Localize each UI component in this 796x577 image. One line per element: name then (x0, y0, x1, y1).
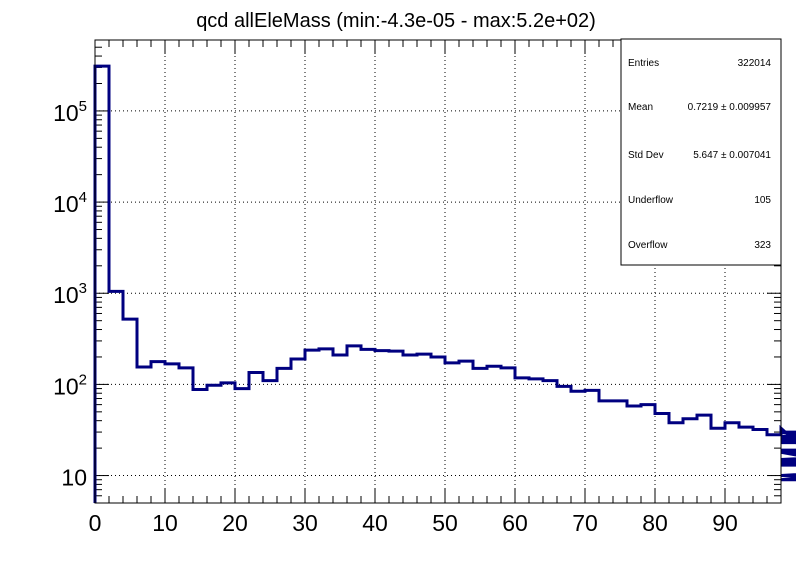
stats-value: 5.647 ± 0.007041 (693, 150, 771, 161)
stats-box-frame (620, 38, 782, 266)
stats-label: Underflow (628, 195, 674, 206)
y-tick-label: 10 (61, 465, 87, 491)
x-tick-label: 50 (432, 510, 458, 536)
stats-value: 105 (754, 195, 771, 206)
y-tick-label: 105 (53, 98, 87, 126)
x-tick-label: 0 (89, 510, 102, 536)
x-tick-label: 70 (572, 510, 598, 536)
chart-title: qcd allEleMass (min:-4.3e-05 - max:5.2e+… (196, 10, 596, 32)
histogram-series-line (93, 64, 796, 503)
plot-frame (94, 39, 782, 504)
x-tick-label: 30 (292, 510, 318, 536)
stats-label: Overflow (628, 240, 668, 251)
x-tick-label: 60 (502, 510, 528, 536)
x-tick-label: 90 (712, 510, 738, 536)
stats-value: 322014 (738, 58, 772, 69)
x-tick-label: 20 (222, 510, 248, 536)
stats-value: 0.7219 ± 0.009957 (688, 102, 772, 113)
stats-label: Entries (628, 58, 659, 69)
stats-label: Mean (628, 102, 653, 113)
x-tick-label: 10 (152, 510, 178, 536)
x-tick-label: 40 (362, 510, 388, 536)
stats-box: Entries 322014 Mean 0.7219 ± 0.009957 Std De… (620, 38, 782, 266)
x-tick-label: 80 (642, 510, 668, 536)
stats-label: Std Dev (628, 150, 664, 161)
y-tick-label: 103 (53, 280, 87, 308)
y-tick-label: 104 (53, 189, 87, 217)
y-tick-label: 102 (53, 371, 87, 399)
stats-value: 323 (754, 240, 771, 251)
